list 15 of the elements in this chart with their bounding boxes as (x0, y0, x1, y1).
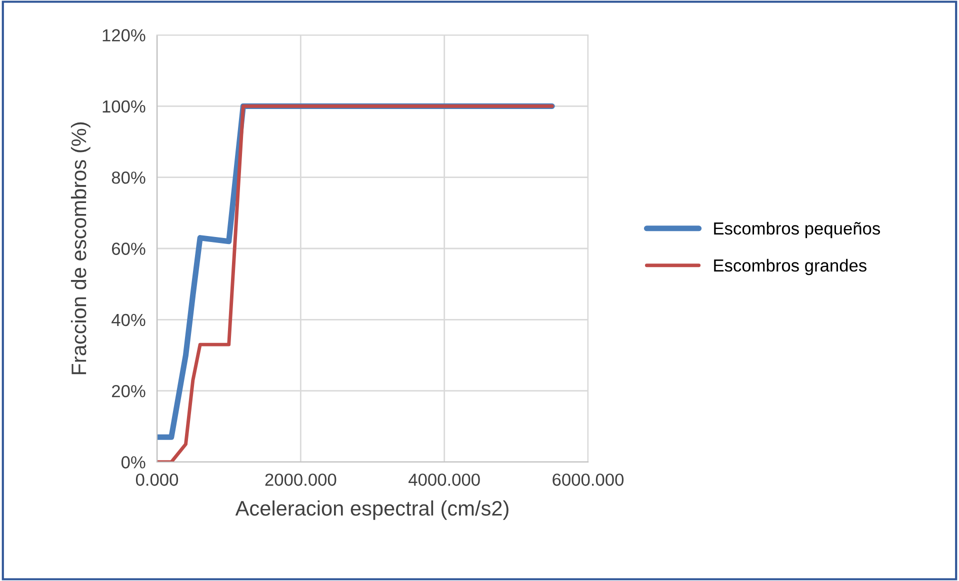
x-tick-label: 4000.000 (408, 474, 480, 486)
x-axis-title: Aceleracion espectral (cm/s2) (235, 500, 508, 520)
y-tick-label: 0% (121, 456, 146, 468)
x-tick-label: 2000.000 (265, 474, 336, 486)
y-tick-label: 40% (112, 314, 146, 326)
y-tick-label: 100% (102, 100, 146, 113)
y-axis-title: Fraccion de escombros (%) (70, 122, 90, 374)
y-tick-label: 120% (102, 29, 146, 42)
legend-label: Escombros pequeños (714, 222, 880, 238)
x-tick-label: 6000.000 (552, 474, 624, 486)
y-tick-label: 60% (112, 242, 146, 255)
x-tick-label: 0.000 (136, 474, 178, 486)
y-tick-label: 80% (112, 172, 146, 184)
y-tick-label: 20% (112, 385, 146, 398)
legend-label: Escombros grandes (714, 258, 866, 276)
